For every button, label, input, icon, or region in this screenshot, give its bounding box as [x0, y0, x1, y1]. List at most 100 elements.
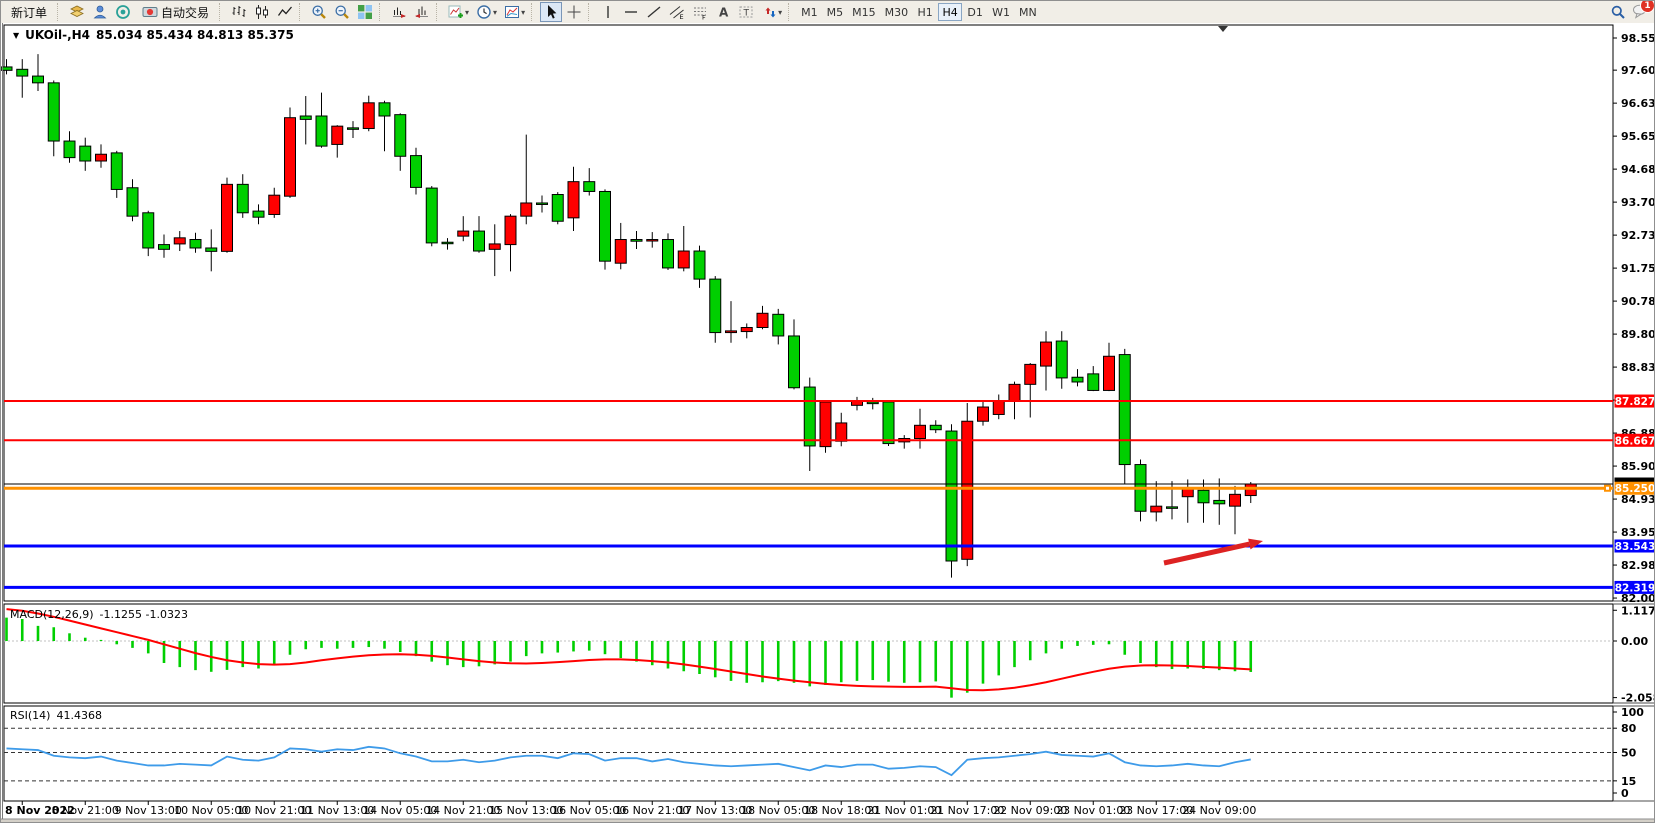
- toolbar: 新订单 自动交易 ▾ ▾ ▾ E F A T ▾ M1 M5 M15 M30 H1 H4 D1 W1 MN 1: [1, 1, 1654, 24]
- svg-text:85.905: 85.905: [1621, 460, 1655, 473]
- horizontal-line-button[interactable]: [620, 2, 642, 22]
- rsi-line: [6, 745, 1251, 777]
- svg-text:100: 100: [1621, 706, 1644, 719]
- market-quotes-button[interactable]: [66, 2, 88, 22]
- timeframe-h4-button[interactable]: H4: [938, 3, 963, 21]
- svg-text:89.805: 89.805: [1621, 328, 1655, 341]
- svg-text:9 Nov 13:00: 9 Nov 13:00: [115, 804, 182, 817]
- svg-text:88.830: 88.830: [1621, 361, 1655, 374]
- timeframe-m30-button[interactable]: M30: [881, 3, 913, 21]
- contacts-button[interactable]: [89, 2, 111, 22]
- svg-text:93.705: 93.705: [1621, 196, 1655, 209]
- svg-text:21 Nov 01:00: 21 Nov 01:00: [867, 804, 941, 817]
- auto-scroll-button[interactable]: [388, 2, 410, 22]
- svg-text:18 Nov 05:00: 18 Nov 05:00: [741, 804, 815, 817]
- svg-text:92.730: 92.730: [1621, 229, 1655, 242]
- autotrading-label: 自动交易: [161, 5, 210, 20]
- vertical-line-button[interactable]: [597, 2, 619, 22]
- chat-unread-badge: 1: [1640, 1, 1654, 13]
- svg-text:87.827: 87.827: [1615, 396, 1655, 408]
- svg-text:82.319: 82.319: [1615, 582, 1655, 594]
- svg-text:83.955: 83.955: [1621, 526, 1655, 539]
- arrows-button[interactable]: ▾: [758, 2, 785, 22]
- equidistant-channel-button[interactable]: E: [666, 2, 688, 22]
- svg-text:11 Nov 13:00: 11 Nov 13:00: [300, 804, 374, 817]
- toolbar-separator: [379, 3, 385, 21]
- indicators-button[interactable]: ▾: [445, 2, 472, 22]
- timeframe-m1-button[interactable]: M1: [797, 3, 822, 21]
- svg-text:82.980: 82.980: [1621, 559, 1655, 572]
- text-label-button[interactable]: T: [735, 2, 757, 22]
- line-chart-button[interactable]: [274, 2, 296, 22]
- price-axis[interactable]: 98.555 97.605 96.630 95.655 94.680 93.705 92.7…: [1613, 32, 1655, 605]
- svg-text:85.250: 85.250: [1615, 483, 1655, 495]
- cursor-button[interactable]: [540, 2, 563, 22]
- candlestick-series: [1, 54, 1257, 578]
- svg-text:86.667: 86.667: [1615, 435, 1655, 447]
- svg-text:96.630: 96.630: [1621, 97, 1655, 110]
- trendline-button[interactable]: [643, 2, 665, 22]
- autotrading-icon: [142, 4, 158, 20]
- svg-text:14 Nov 21:00: 14 Nov 21:00: [426, 804, 500, 817]
- toolbar-separator: [299, 3, 305, 21]
- svg-text:90.780: 90.780: [1621, 295, 1655, 308]
- chart-window: 98.555 97.605 96.630 95.655 94.680 93.705 92.7…: [1, 23, 1654, 822]
- autotrading-button[interactable]: 自动交易: [135, 2, 216, 22]
- candles-chart-button[interactable]: [251, 2, 273, 22]
- svg-text:10 Nov 21:00: 10 Nov 21:00: [237, 804, 311, 817]
- timeframe-d1-button[interactable]: D1: [963, 3, 987, 21]
- search-button[interactable]: [1607, 2, 1629, 22]
- svg-text:21 Nov 17:00: 21 Nov 17:00: [930, 804, 1004, 817]
- one-click-trading-toggle[interactable]: ▼: [13, 30, 20, 40]
- toolbar-separator: [57, 3, 63, 21]
- timeframe-h1-button[interactable]: H1: [913, 3, 937, 21]
- chart-shift-button[interactable]: [411, 2, 433, 22]
- crosshair-button[interactable]: [563, 2, 585, 22]
- bars-chart-button[interactable]: [228, 2, 250, 22]
- svg-text:16 Nov 05:00: 16 Nov 05:00: [552, 804, 626, 817]
- news-radar-button[interactable]: [112, 2, 134, 22]
- macd-axis[interactable]: 1.1174 0.00 -2.0584: [1613, 604, 1655, 705]
- svg-text:50: 50: [1621, 747, 1637, 760]
- rsi-axis[interactable]: 100 80 50 150: [1613, 706, 1644, 800]
- new-order-button[interactable]: 新订单: [4, 2, 54, 22]
- zoom-out-button[interactable]: [331, 2, 353, 22]
- main-chart-svg: 98.555 97.605 96.630 95.655 94.680 93.705 92.7…: [1, 23, 1655, 822]
- periods-button[interactable]: ▾: [473, 2, 500, 22]
- text-button[interactable]: A: [712, 2, 734, 22]
- svg-text:F: F: [702, 14, 706, 21]
- svg-text:98.555: 98.555: [1621, 32, 1655, 45]
- svg-text:17 Nov 13:00: 17 Nov 13:00: [678, 804, 752, 817]
- chart-shift-marker[interactable]: [1218, 26, 1228, 32]
- svg-text:94.680: 94.680: [1621, 163, 1655, 176]
- tile-windows-button[interactable]: [354, 2, 376, 22]
- svg-text:22 Nov 09:00: 22 Nov 09:00: [993, 804, 1067, 817]
- svg-text:16 Nov 21:00: 16 Nov 21:00: [615, 804, 689, 817]
- fibonacci-button[interactable]: F: [689, 2, 711, 22]
- annotation-arrow[interactable]: [1163, 538, 1263, 566]
- svg-text:95.655: 95.655: [1621, 130, 1655, 143]
- macd-histogram: [5, 617, 1253, 698]
- svg-text:0: 0: [1621, 787, 1629, 800]
- timeframe-w1-button[interactable]: W1: [988, 3, 1014, 21]
- svg-text:18 Nov 18:00: 18 Nov 18:00: [804, 804, 878, 817]
- zoom-in-button[interactable]: [308, 2, 330, 22]
- svg-text:A: A: [719, 6, 729, 20]
- toolbar-separator: [588, 3, 594, 21]
- svg-text:10 Nov 05:00: 10 Nov 05:00: [174, 804, 248, 817]
- svg-text:14 Nov 05:00: 14 Nov 05:00: [363, 804, 437, 817]
- templates-button[interactable]: ▾: [501, 2, 528, 22]
- svg-text:23 Nov 01:00: 23 Nov 01:00: [1056, 804, 1130, 817]
- toolbar-separator: [788, 3, 794, 21]
- svg-text:24 Nov 09:00: 24 Nov 09:00: [1182, 804, 1256, 817]
- rsi-panel: [3, 705, 1614, 802]
- timeframe-m15-button[interactable]: M15: [848, 3, 880, 21]
- svg-text:82.005: 82.005: [1621, 592, 1655, 605]
- timeframe-mn-button[interactable]: MN: [1015, 3, 1041, 21]
- timeframe-m5-button[interactable]: M5: [823, 3, 848, 21]
- toolbar-separator: [531, 3, 537, 21]
- toolbar-separator: [219, 3, 225, 21]
- svg-text:23 Nov 17:00: 23 Nov 17:00: [1119, 804, 1193, 817]
- svg-text:80: 80: [1621, 722, 1637, 735]
